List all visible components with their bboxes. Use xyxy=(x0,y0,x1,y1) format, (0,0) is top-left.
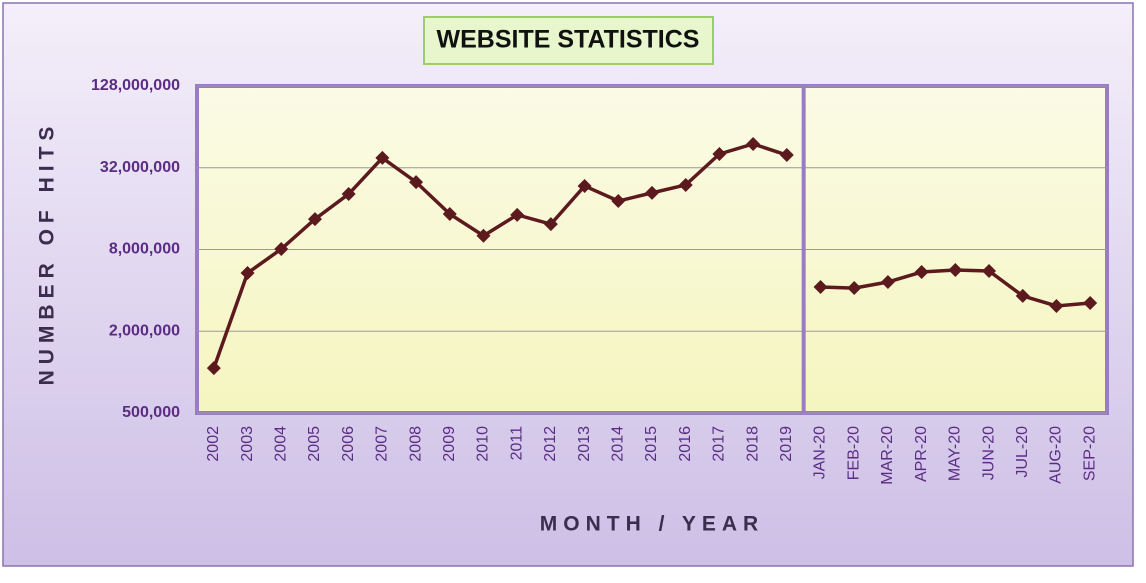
x-tick-label: 2015 xyxy=(643,426,660,462)
x-tick-label: JUL-20 xyxy=(1014,426,1031,478)
marker xyxy=(240,266,255,281)
x-tick-label: 2012 xyxy=(542,426,559,462)
marker xyxy=(206,361,221,376)
x-tick-label: 2004 xyxy=(272,426,289,462)
title-box xyxy=(423,16,714,65)
x-tick-label: FEB-20 xyxy=(845,426,862,480)
x-tick-label: 2010 xyxy=(475,426,492,462)
marker xyxy=(645,185,659,200)
x-tick-label: 2013 xyxy=(576,426,593,462)
x-tick-label: 2006 xyxy=(340,426,357,462)
x-tick-label: 2009 xyxy=(441,426,458,462)
x-tick-label: JAN-20 xyxy=(812,426,829,479)
marker xyxy=(712,147,727,162)
y-tick-label: 32,000,000 xyxy=(100,159,180,176)
marker xyxy=(375,150,390,165)
x-tick-label: MAR-20 xyxy=(879,426,896,485)
marker xyxy=(982,263,997,278)
marker xyxy=(746,136,761,151)
marker xyxy=(880,275,895,290)
marker xyxy=(510,207,525,222)
marker xyxy=(678,177,693,192)
chart-title: WEBSITE STATISTICS xyxy=(437,26,700,54)
y-tick-label: 128,000,000 xyxy=(91,77,180,94)
x-tick-label: 2017 xyxy=(711,426,728,462)
x-tick-label: 2019 xyxy=(778,426,795,462)
marker xyxy=(274,242,289,257)
marker xyxy=(914,265,929,280)
marker xyxy=(543,217,558,232)
marker xyxy=(476,228,491,243)
marker xyxy=(1049,298,1064,313)
x-axis-label: MONTH / YEAR xyxy=(540,513,764,536)
marker xyxy=(1083,295,1098,310)
marker xyxy=(611,194,626,209)
marker xyxy=(948,263,963,278)
x-tick-label: 2018 xyxy=(744,426,761,462)
x-tick-label: 2003 xyxy=(239,426,256,462)
y-tick-label: 8,000,000 xyxy=(109,241,180,258)
x-tick-label: APR-20 xyxy=(913,426,930,482)
marker xyxy=(813,279,828,294)
y-tick-label: 500,000 xyxy=(122,404,180,421)
x-tick-label: SEP-20 xyxy=(1081,426,1098,481)
marker xyxy=(409,175,424,190)
x-tick-label: 2011 xyxy=(508,426,525,461)
x-tick-label: JUN-20 xyxy=(980,426,997,480)
x-tick-label: AUG-20 xyxy=(1048,426,1065,484)
y-axis-label: NUMBER OF HITS xyxy=(36,121,59,386)
marker xyxy=(307,212,322,227)
marker xyxy=(577,178,592,193)
x-tick-label: 2007 xyxy=(374,426,391,462)
marker xyxy=(847,281,862,296)
x-tick-label: 2014 xyxy=(610,426,627,462)
x-tick-label: 2005 xyxy=(306,426,323,462)
marker xyxy=(341,187,356,202)
x-tick-label: 2002 xyxy=(205,426,222,462)
marker xyxy=(1015,288,1030,303)
x-tick-label: 2008 xyxy=(407,426,424,462)
x-tick-label: 2016 xyxy=(677,426,694,462)
marker xyxy=(779,148,794,163)
line xyxy=(212,142,788,369)
x-tick-label: MAY-20 xyxy=(947,426,964,481)
y-tick-label: 2,000,000 xyxy=(109,322,180,339)
marker xyxy=(442,207,457,222)
